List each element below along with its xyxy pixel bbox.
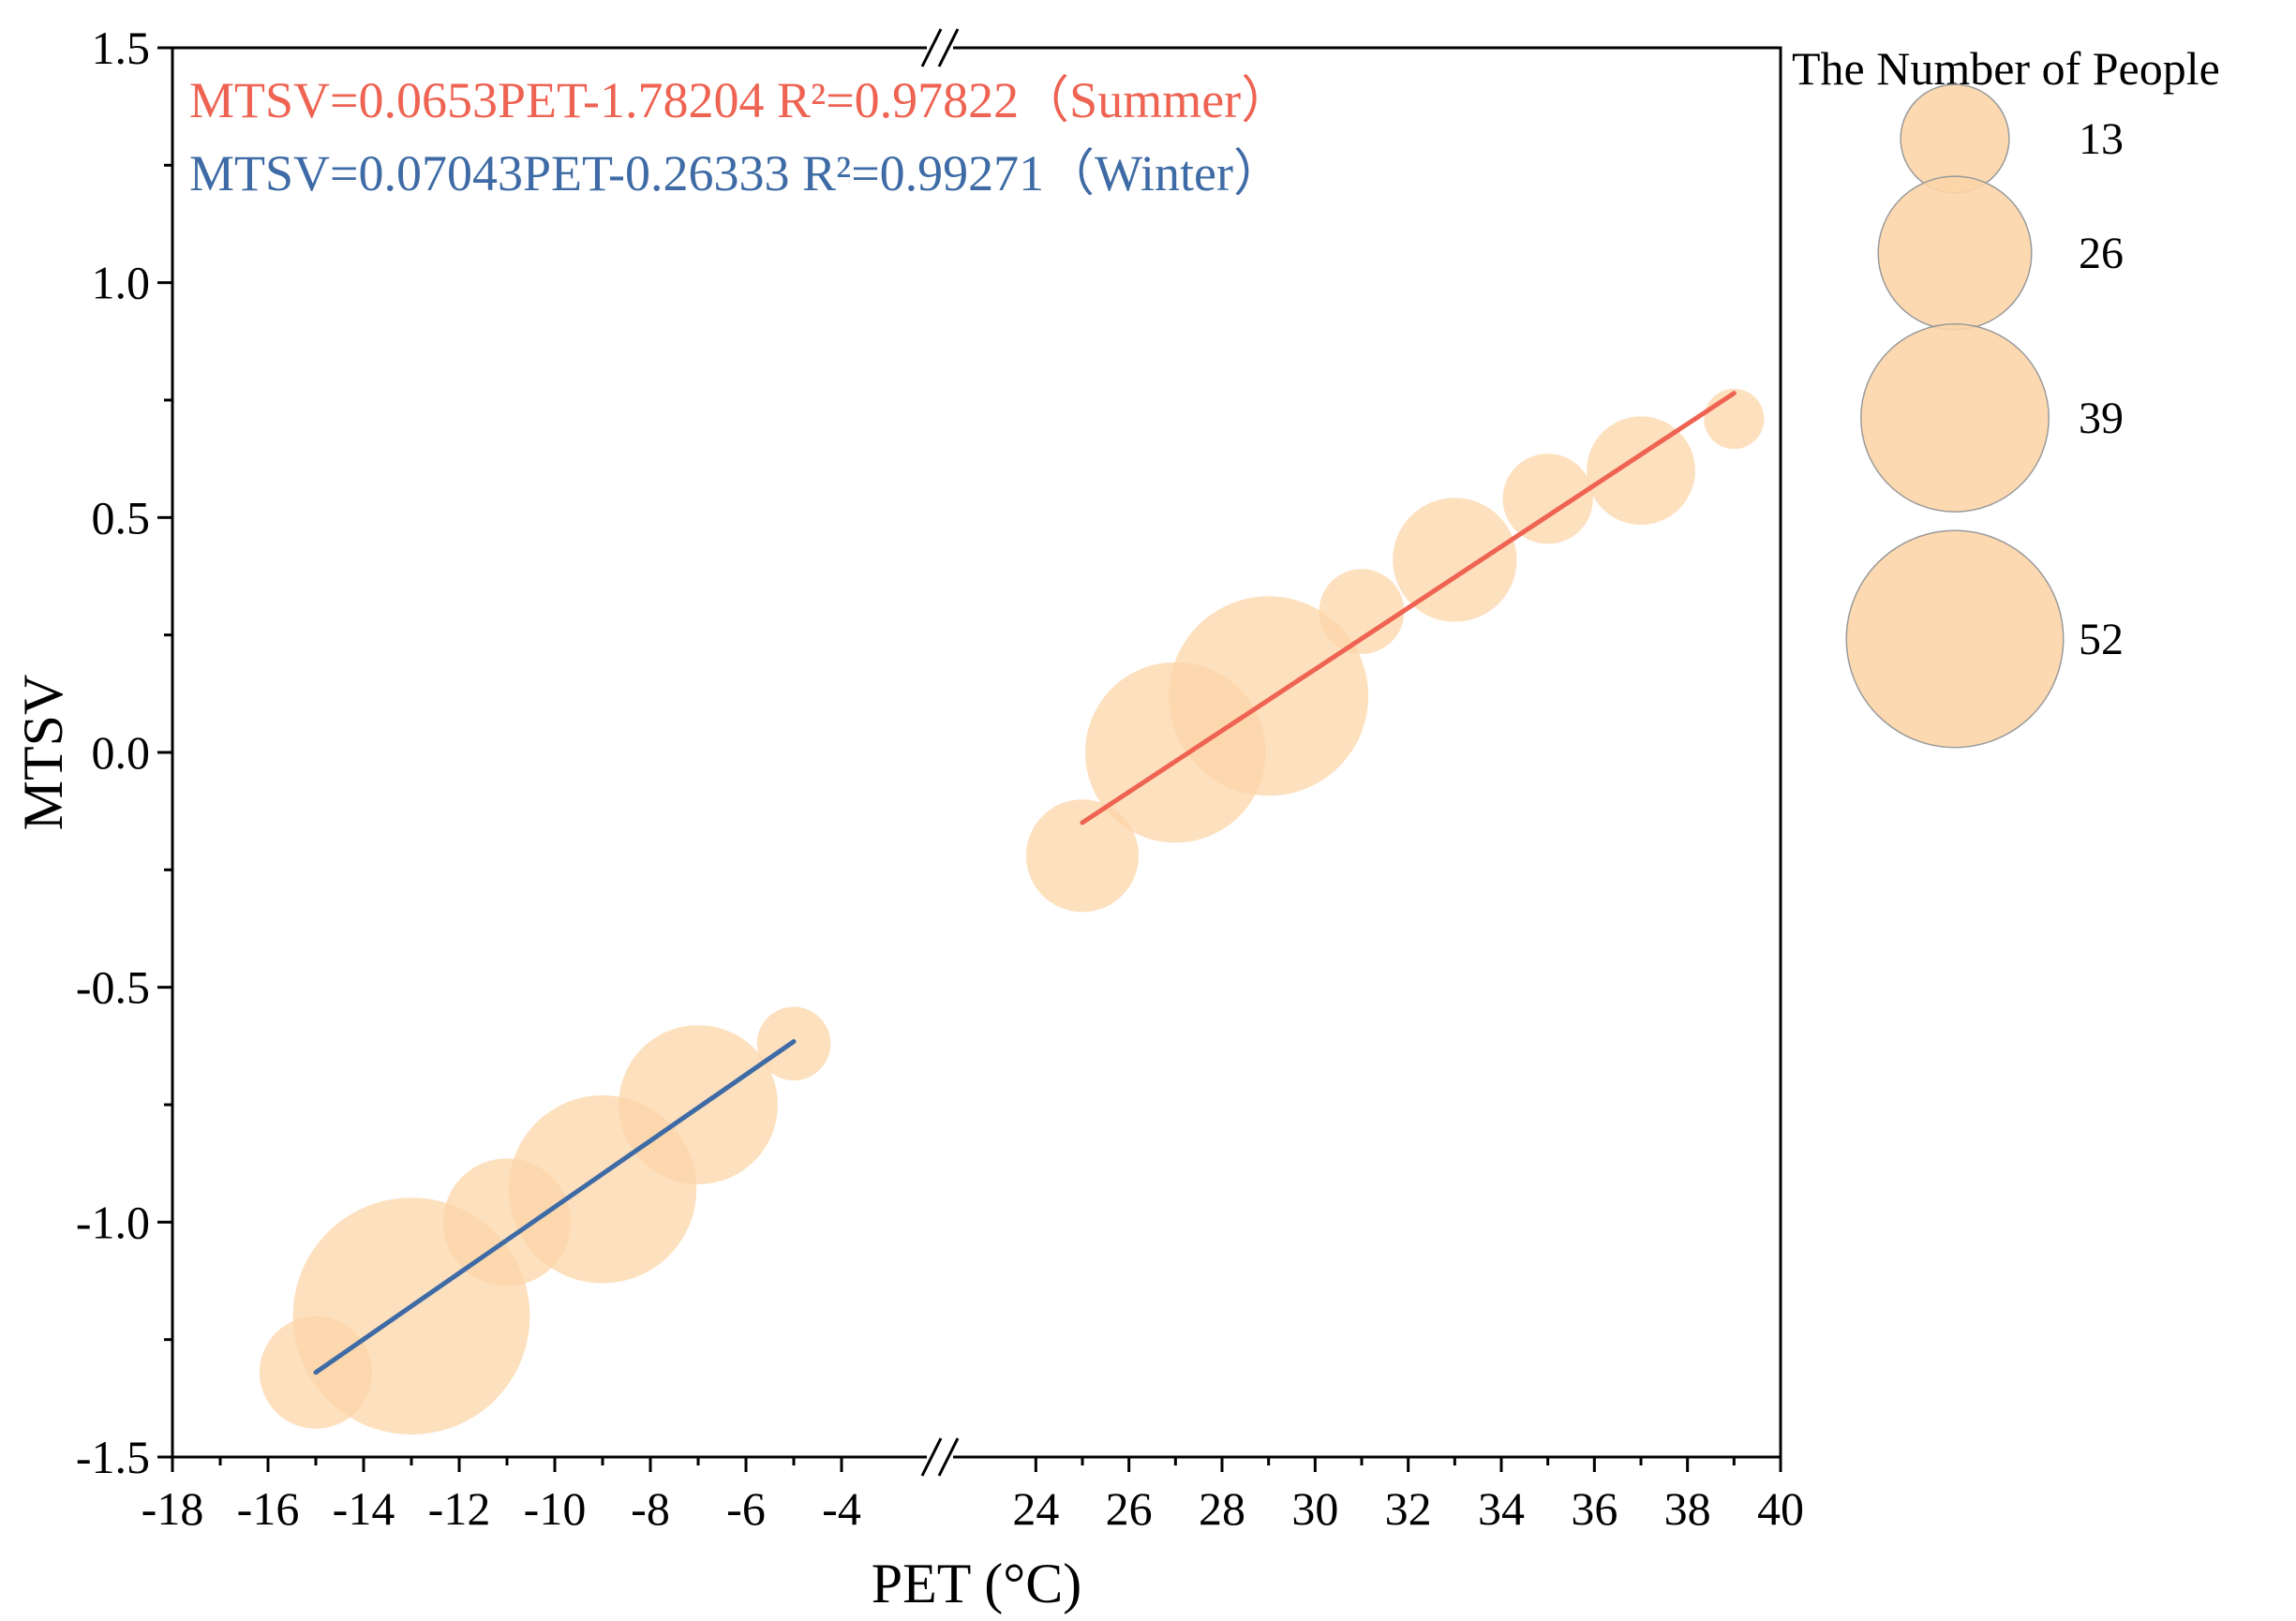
x-tick-label: -16 [237, 1482, 300, 1535]
axis-break-mark [937, 28, 960, 67]
size-legend: The Number of People 13 26 39 52 [1792, 42, 2220, 749]
equation-summer: MTSV=0.0653PET-1.78204 R²=0.97822（Summer… [189, 72, 1291, 128]
axis-break-mark [920, 28, 943, 67]
legend-size-label: 26 [2079, 229, 2124, 278]
equation-annotations: MTSV=0.0653PET-1.78204 R²=0.97822（Summer… [189, 72, 1291, 201]
x-tick-label: -4 [822, 1482, 861, 1535]
bubble-summer [1025, 799, 1140, 913]
x-tick-label: 36 [1571, 1482, 1618, 1535]
x-tick-label: -6 [726, 1482, 766, 1535]
x-tick-label: -10 [524, 1482, 587, 1535]
x-tick-label: -14 [333, 1482, 395, 1535]
equation-winter: MTSV=0.07043PET-0.26333 R²=0.99271（Winte… [189, 145, 1284, 201]
y-axis-title: MTSV [12, 675, 74, 831]
x-tick-label: 38 [1664, 1482, 1711, 1535]
legend-title: The Number of People [1792, 42, 2220, 95]
legend-bubble [1845, 529, 2065, 749]
y-tick-label: -0.5 [76, 961, 150, 1014]
x-tick-label: 32 [1385, 1482, 1432, 1535]
regression-lines [313, 391, 1737, 1376]
y-tick-label: -1.5 [76, 1431, 150, 1483]
legend-size-label: 13 [2079, 114, 2124, 164]
bubble-summer [1169, 596, 1369, 796]
x-tick-label: 34 [1478, 1482, 1525, 1535]
bubble-summer [1319, 569, 1405, 654]
bubble-summer [1502, 454, 1593, 544]
y-tick-label: 0.5 [92, 491, 151, 543]
fit-line-winter [313, 1039, 797, 1376]
y-tick-label: 1.5 [92, 22, 151, 74]
x-tick-label: -18 [142, 1482, 204, 1535]
x-tick-label: 24 [1012, 1482, 1059, 1535]
y-tick-label: 0.0 [92, 726, 151, 779]
bubble-summer [1704, 388, 1765, 450]
legend-size-label: 52 [2079, 615, 2124, 664]
fit-line-summer [1080, 391, 1737, 825]
axes: -1.5-1.0-0.50.00.51.01.5-18 -16 -14 -12 -10-… [76, 22, 1804, 1535]
bubble-layer [259, 388, 1765, 1435]
axis-break-mark [920, 1437, 943, 1477]
y-tick-label: -1.0 [76, 1196, 150, 1248]
legend-size-label: 39 [2079, 394, 2124, 443]
bubble-summer [1587, 416, 1695, 526]
bubble-winter [619, 1025, 778, 1184]
x-tick-label: -12 [428, 1482, 491, 1535]
y-tick-label: 1.0 [92, 257, 151, 309]
x-axis-title: PET (°C) [872, 1553, 1082, 1614]
bubble-summer [1393, 498, 1517, 622]
x-tick-label: 26 [1106, 1482, 1153, 1535]
legend-bubble [1860, 323, 2050, 513]
x-tick-label: -8 [631, 1482, 670, 1535]
legend-bubble [1877, 175, 2033, 331]
x-tick-label: 30 [1291, 1482, 1338, 1535]
axis-break-mark [937, 1437, 960, 1477]
x-tick-label: 40 [1757, 1482, 1804, 1535]
x-tick-label: 28 [1199, 1482, 1245, 1535]
